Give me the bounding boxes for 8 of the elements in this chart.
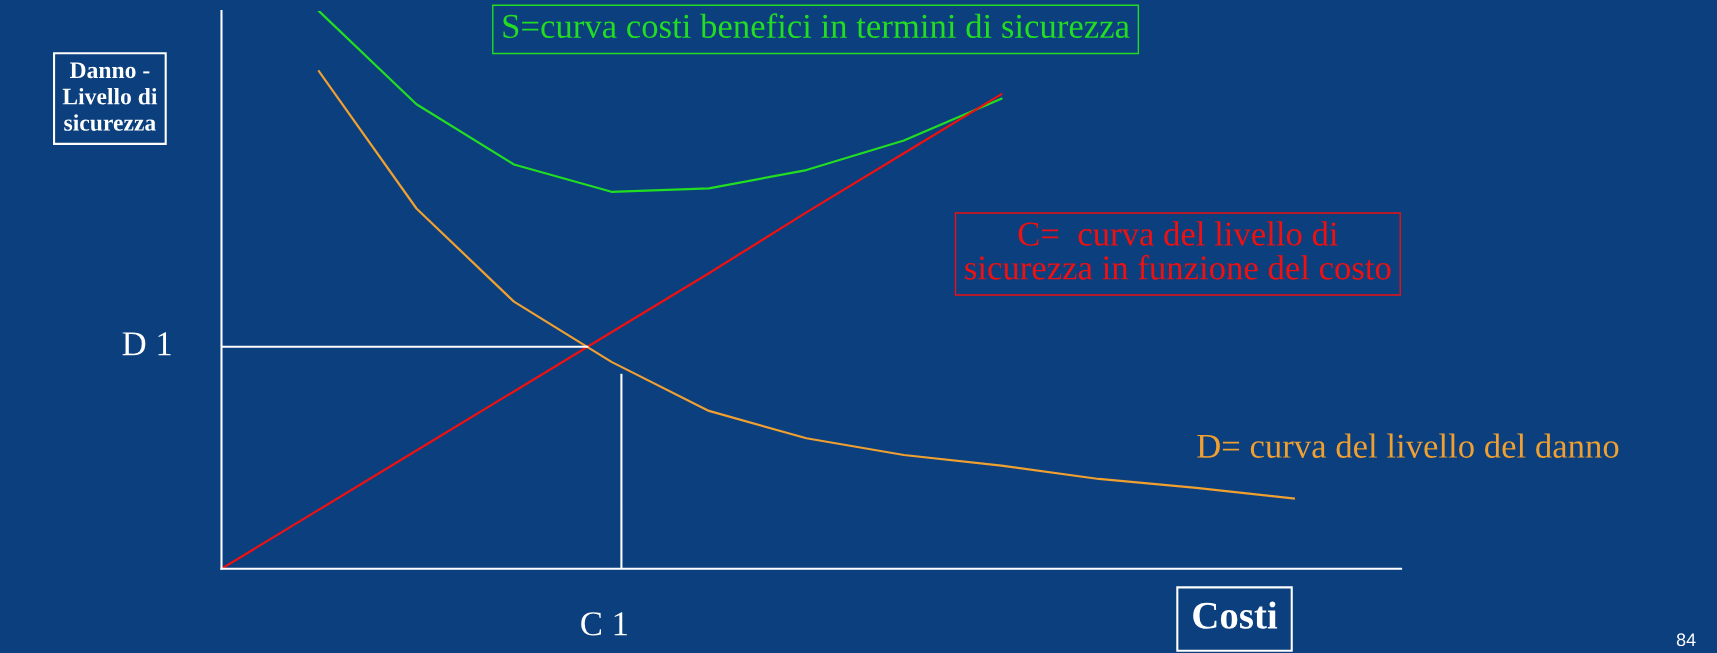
ref-line-label: D 1 bbox=[122, 332, 171, 356]
text: C 1 bbox=[581, 612, 627, 636]
y-axis-title: Danno - Livello di sicurezza bbox=[62, 62, 158, 131]
x-axis-title: Costi bbox=[1193, 601, 1278, 629]
text: C= curva del livello di sicurezza in funzione del costo bbox=[965, 221, 1391, 280]
text: 84 bbox=[1676, 633, 1696, 647]
text: S=curva costi benefici in termini di sicurezza bbox=[503, 13, 1130, 39]
series-label: D= curva del livello del danno bbox=[1197, 433, 1619, 458]
